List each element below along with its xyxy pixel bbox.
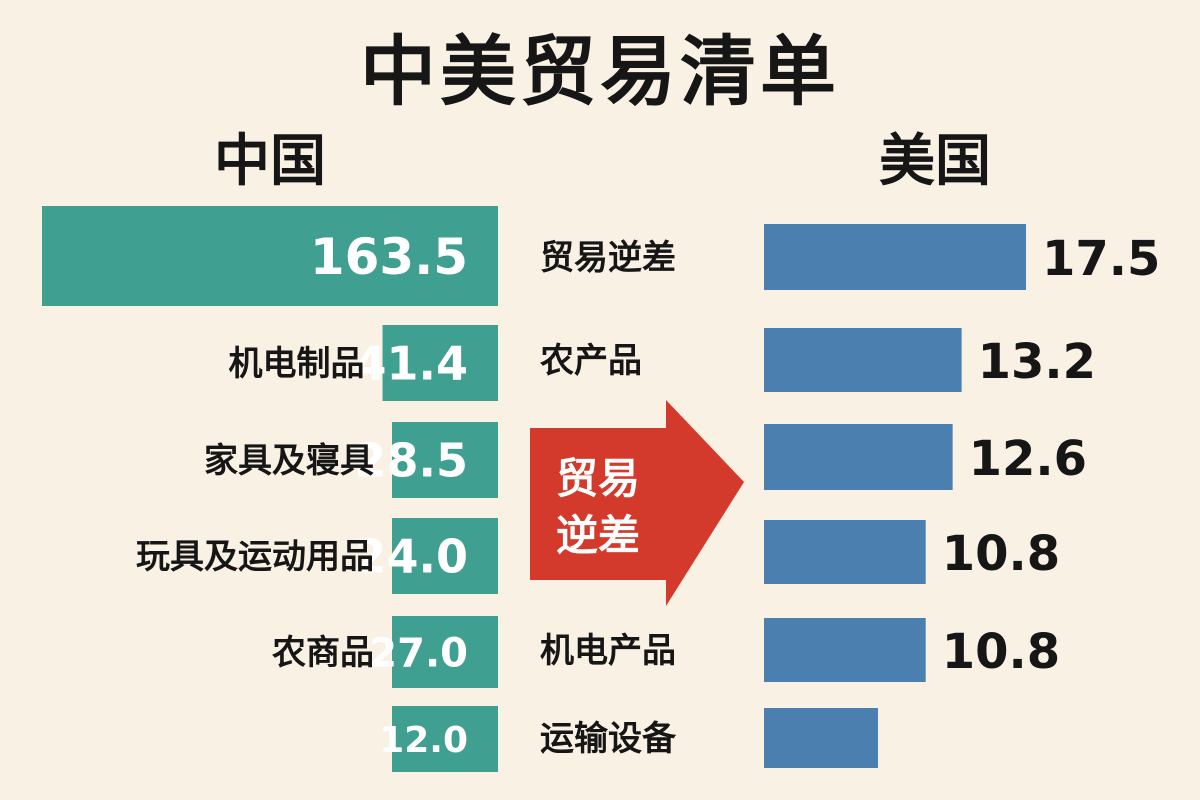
china-category-label: 农商品 xyxy=(272,633,374,673)
us-bar xyxy=(764,520,926,584)
china-category-label: 机电制品 xyxy=(229,344,365,384)
us-bar xyxy=(764,424,953,490)
us-value-label: 10.8 xyxy=(942,624,1060,680)
us-bar xyxy=(764,618,926,682)
us-category-label: 贸易逆差 xyxy=(540,238,676,278)
china-bar xyxy=(392,616,498,688)
china-value-label: 163.5 xyxy=(310,228,468,286)
china-heading: 中国 xyxy=(214,129,326,194)
us-value-label: 12.6 xyxy=(969,431,1087,487)
us-value-label: 10.8 xyxy=(942,526,1060,582)
us-bar xyxy=(764,708,878,768)
china-bar xyxy=(392,706,498,772)
china-value-label: 27.0 xyxy=(369,630,468,676)
us-value-label: 17.5 xyxy=(1042,231,1160,287)
china-category-label: 家具及寝具 xyxy=(204,441,374,481)
us-bar xyxy=(764,328,962,392)
china-category-label: 玩具及运动用品 xyxy=(136,537,374,577)
china-bar xyxy=(392,422,498,498)
china-value-label: 28.5 xyxy=(355,434,469,488)
arrow-label-line-1: 贸易 xyxy=(556,454,640,503)
china-value-label: 12.0 xyxy=(379,720,468,761)
us-bar xyxy=(764,224,1026,290)
china-bar xyxy=(382,325,498,401)
us-value-label: 13.2 xyxy=(978,334,1096,390)
us-category-label: 运输设备 xyxy=(540,719,677,759)
china-value-label: 24.0 xyxy=(355,530,469,584)
us-heading: 美国 xyxy=(879,129,991,194)
arrow-label-line-2: 逆差 xyxy=(556,511,640,560)
china-bar xyxy=(392,518,498,594)
trade-deficit-arrow xyxy=(530,400,744,606)
chart-title: 中美贸易清单 xyxy=(360,27,840,116)
china-value-label: 41.4 xyxy=(355,337,469,391)
us-category-label: 农产品 xyxy=(540,341,642,381)
china-bar xyxy=(42,206,498,306)
us-category-label: 机电产品 xyxy=(540,631,676,671)
